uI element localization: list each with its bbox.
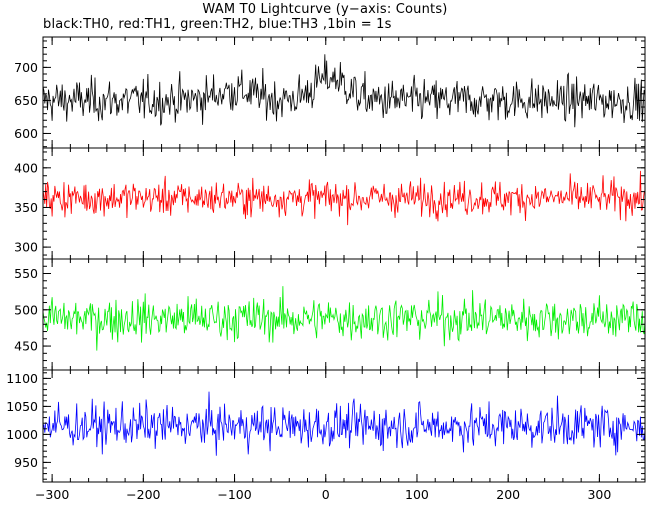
x-tick-label: 0 bbox=[322, 487, 330, 502]
y-tick-label: 300 bbox=[14, 240, 38, 255]
y-tick-label: 650 bbox=[14, 93, 38, 108]
x-tick-label: 100 bbox=[405, 487, 429, 502]
series-line-th2 bbox=[43, 286, 645, 351]
y-tick-label: 400 bbox=[14, 160, 38, 175]
y-tick-label: 500 bbox=[14, 302, 38, 317]
x-tick-label: −300 bbox=[35, 487, 69, 502]
panel-frame bbox=[42, 147, 646, 260]
x-tick-label: −200 bbox=[126, 487, 160, 502]
y-tick-label: 1050 bbox=[6, 399, 38, 414]
y-tick-label: 550 bbox=[14, 266, 38, 281]
y-tick-label: 600 bbox=[14, 126, 38, 141]
y-tick-label: 700 bbox=[14, 60, 38, 75]
x-tick-label: −100 bbox=[217, 487, 251, 502]
x-tick-label: 300 bbox=[587, 487, 611, 502]
y-tick-label: 350 bbox=[14, 200, 38, 215]
y-tick-label: 1100 bbox=[6, 371, 38, 386]
chart-subtitle: black:TH0, red:TH1, green:TH2, blue:TH3 … bbox=[43, 17, 392, 32]
y-tick-label: 1000 bbox=[6, 427, 38, 442]
y-tick-label: 950 bbox=[14, 455, 38, 470]
x-tick-label: 200 bbox=[496, 487, 520, 502]
y-tick-label: 450 bbox=[14, 339, 38, 354]
series-line-th1 bbox=[43, 170, 645, 226]
series-line-th3 bbox=[43, 391, 645, 456]
chart-title: WAM T0 Lightcurve (y−axis: Counts) bbox=[202, 2, 448, 17]
series-line-th0 bbox=[43, 54, 645, 128]
